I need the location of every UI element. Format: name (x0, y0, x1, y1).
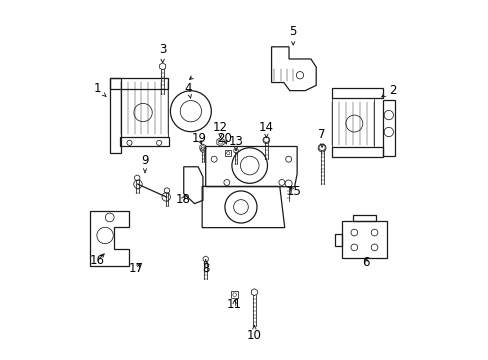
Text: 9: 9 (141, 154, 148, 173)
Text: 2: 2 (381, 84, 396, 97)
Text: 11: 11 (226, 298, 242, 311)
Text: 6: 6 (362, 256, 369, 269)
Text: 20: 20 (217, 132, 232, 145)
Text: 1: 1 (93, 82, 106, 96)
Text: 18: 18 (175, 193, 190, 206)
Text: 12: 12 (213, 121, 227, 138)
Text: 13: 13 (228, 135, 243, 150)
Text: 14: 14 (258, 121, 273, 138)
Text: 4: 4 (184, 82, 191, 98)
Text: 19: 19 (191, 132, 206, 145)
Text: 7: 7 (318, 128, 325, 147)
Text: 10: 10 (246, 326, 261, 342)
Text: 3: 3 (159, 43, 166, 63)
Text: 17: 17 (128, 262, 143, 275)
Text: 8: 8 (202, 260, 209, 275)
Text: 16: 16 (90, 254, 104, 267)
Text: 5: 5 (289, 25, 296, 45)
Text: 15: 15 (286, 185, 301, 198)
